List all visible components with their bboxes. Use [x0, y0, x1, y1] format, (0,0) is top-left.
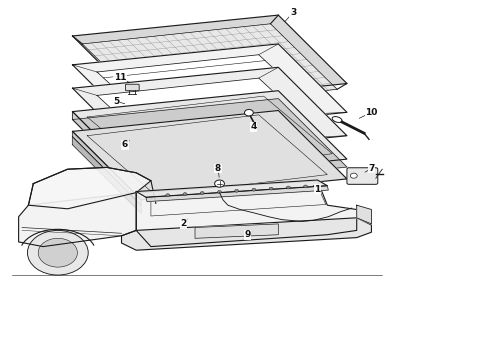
Polygon shape	[97, 55, 322, 131]
Text: 11: 11	[114, 73, 126, 82]
Circle shape	[304, 185, 308, 188]
Polygon shape	[97, 78, 322, 154]
Circle shape	[166, 194, 170, 197]
Circle shape	[269, 187, 273, 190]
Text: 5: 5	[114, 97, 120, 106]
Ellipse shape	[332, 117, 342, 122]
Polygon shape	[73, 112, 141, 188]
Polygon shape	[73, 137, 141, 213]
Polygon shape	[195, 224, 278, 238]
Polygon shape	[73, 44, 347, 133]
Text: 4: 4	[250, 122, 257, 131]
Circle shape	[183, 193, 187, 195]
Polygon shape	[73, 67, 347, 157]
Text: 7: 7	[368, 164, 375, 173]
Polygon shape	[73, 91, 347, 180]
Polygon shape	[73, 131, 141, 205]
Circle shape	[218, 190, 221, 193]
Polygon shape	[73, 15, 347, 104]
Text: 8: 8	[215, 164, 221, 173]
Polygon shape	[28, 167, 151, 209]
Circle shape	[38, 238, 77, 267]
Circle shape	[215, 180, 224, 187]
Polygon shape	[146, 186, 328, 202]
Polygon shape	[136, 181, 357, 247]
Circle shape	[235, 189, 239, 192]
Polygon shape	[357, 205, 371, 224]
Polygon shape	[19, 193, 136, 247]
Circle shape	[286, 186, 290, 189]
Polygon shape	[82, 24, 337, 109]
FancyBboxPatch shape	[125, 84, 139, 91]
Circle shape	[200, 192, 204, 194]
Polygon shape	[73, 99, 347, 188]
Text: 2: 2	[181, 219, 187, 228]
Text: 1: 1	[315, 184, 320, 194]
Circle shape	[27, 230, 88, 275]
Circle shape	[350, 173, 357, 178]
FancyBboxPatch shape	[347, 168, 378, 184]
Circle shape	[245, 109, 253, 116]
Text: 3: 3	[290, 8, 296, 17]
Circle shape	[252, 188, 256, 191]
Polygon shape	[73, 111, 347, 200]
Text: 6: 6	[122, 140, 128, 149]
Polygon shape	[122, 218, 371, 250]
Polygon shape	[136, 180, 327, 197]
Text: 10: 10	[365, 108, 378, 117]
Text: 9: 9	[244, 230, 251, 239]
